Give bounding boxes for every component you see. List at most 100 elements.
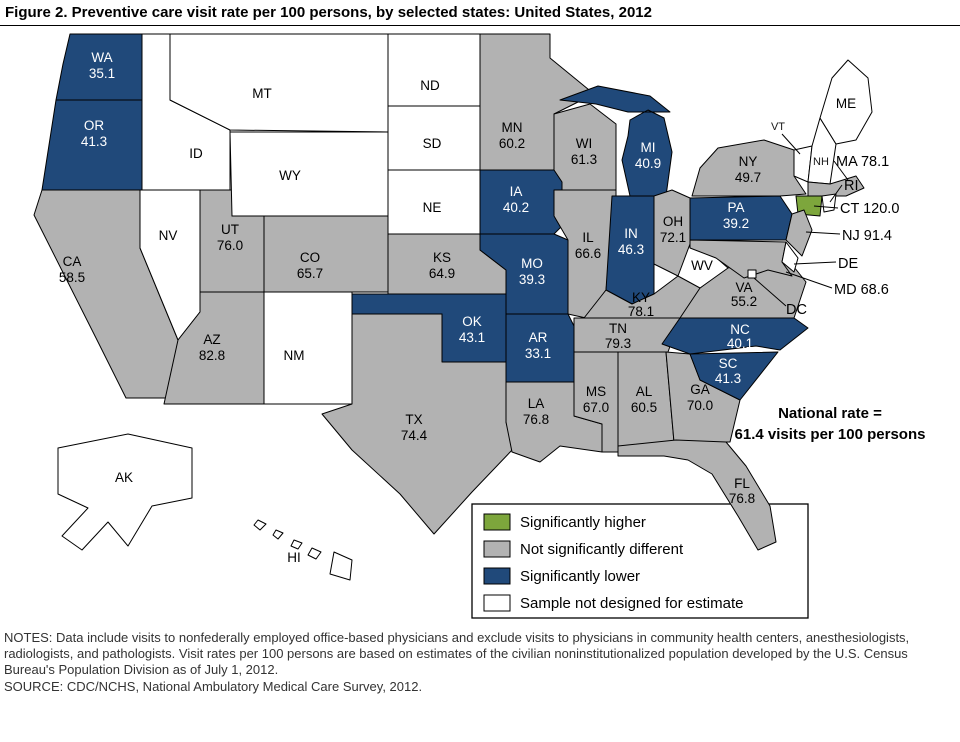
state-NH [807,117,837,185]
state-label-UT-abbr: UT [221,222,239,237]
state-label-FL-abbr: FL [734,476,750,491]
state-label-MO-value: 39.3 [519,272,545,287]
state-label-NE: NE [423,200,442,215]
state-label-CO-abbr: CO [300,250,320,265]
state-label-SC-value: 41.3 [715,371,741,386]
state-NC [661,317,809,355]
figure-footer: NOTES: Data include visits to nonfederal… [4,630,954,694]
state-label-ME: ME [836,96,856,111]
state-label-PA-value: 39.2 [723,216,749,231]
state-DE [781,241,799,273]
callout-labels: MA 78.1 RI CT 120.0 NJ 91.4 DE MD 68.6 D… [786,154,899,318]
state-label-ID: ID [189,146,203,161]
state-label-IN-value: 46.3 [618,242,644,257]
state-label-MI-abbr: MI [641,140,656,155]
state-label-SC-abbr: SC [719,356,738,371]
state-label-PA-abbr: PA [727,200,744,215]
state-label-TN-value: 79.3 [605,336,631,351]
state-label-IL-abbr: IL [582,230,594,245]
state-label-TX-abbr: TX [405,412,422,427]
callout-MA: MA 78.1 [836,154,889,170]
state-label-AR-value: 33.1 [525,346,551,361]
state-label-TN-abbr: TN [609,321,627,336]
state-label-OH-value: 72.1 [660,230,686,245]
state-label-CA-value: 58.5 [59,270,85,285]
callout-RI: RI [844,178,859,194]
state-ND [387,33,481,107]
callout-NJ: NJ 91.4 [842,228,892,244]
state-label-NY-value: 49.7 [735,170,761,185]
leader-NJ [805,231,841,235]
states-layer-overlay [617,439,777,551]
figure-source: SOURCE: CDC/NCHS, National Ambulatory Me… [4,678,423,694]
state-label-MN-value: 60.2 [499,136,525,151]
state-label-MN-abbr: MN [502,120,523,135]
state-label-AR-abbr: AR [529,330,548,345]
state-label-WI-abbr: WI [576,136,593,151]
state-DC [747,269,757,279]
state-labels: WA 35.1 OR 41.3 CA 58.5 NV ID MT WY UT 7… [59,50,856,565]
state-label-MS-value: 67.0 [583,400,609,415]
figure-notes: NOTES: Data include visits to nonfederal… [4,630,910,677]
state-label-IL-value: 66.6 [575,246,601,261]
state-label-OH-abbr: OH [663,214,683,229]
state-label-WV: WV [691,258,713,273]
state-label-VA-value: 55.2 [731,294,757,309]
state-label-TX-value: 74.4 [401,428,428,443]
state-NJ [785,209,813,257]
leader-CT [813,205,839,209]
state-CO [263,215,389,293]
state-label-VA-abbr: VA [735,280,752,295]
state-label-UT-value: 76.0 [217,238,243,253]
leader-VT [781,133,801,155]
legend: Significantly higher Not significantly d… [471,503,809,619]
state-label-ND: ND [420,78,440,93]
legend-swatch-lower [483,567,511,585]
state-HI [253,519,353,581]
state-label-KS-value: 64.9 [429,266,455,281]
state-label-AL-value: 60.5 [631,400,657,415]
state-label-IA-abbr: IA [510,184,523,199]
state-label-CO-value: 65.7 [297,266,323,281]
state-SC [689,351,779,401]
state-label-AL-abbr: AL [636,384,653,399]
state-label-KS-abbr: KS [433,250,451,265]
state-label-SD: SD [423,136,442,151]
state-label-VT: VT [771,121,785,133]
state-label-OR-abbr: OR [84,118,105,133]
state-label-LA-value: 76.8 [523,412,549,427]
state-label-MS-abbr: MS [586,384,606,399]
state-label-WY: WY [279,168,301,183]
state-label-CA-abbr: CA [63,254,82,269]
state-NM [263,291,353,405]
legend-label-not-different: Not significantly different [520,541,684,558]
state-ME [819,59,873,145]
state-label-OK-abbr: OK [462,314,482,329]
state-label-GA-value: 70.0 [687,398,713,413]
state-label-IA-value: 40.2 [503,200,529,215]
state-label-NH: NH [813,156,829,168]
states-layer [33,33,873,581]
legend-label-higher: Significantly higher [520,514,646,531]
state-label-OR-value: 41.3 [81,134,107,149]
state-label-NC-value: 40.1 [727,336,753,351]
state-label-HI: HI [287,550,301,565]
legend-swatch-no-estimate [483,594,511,612]
state-label-WI-value: 61.3 [571,152,597,167]
state-label-LA-abbr: LA [528,396,545,411]
state-label-KY-value: 78.1 [628,304,654,319]
state-label-AK: AK [115,470,133,485]
state-label-AZ-value: 82.8 [199,348,225,363]
state-label-NY-abbr: NY [739,154,758,169]
legend-swatch-not-different [483,540,511,558]
national-rate-line1: National rate = [778,405,882,422]
leader-MA [833,160,849,181]
state-label-NV: NV [159,228,178,243]
leader-DC [753,277,787,307]
leader-RI [829,184,843,203]
figure-title: Figure 2. Preventive care visit rate per… [0,0,960,26]
state-label-FL-value: 76.8 [729,491,755,506]
callout-CT: CT 120.0 [840,201,899,217]
legend-swatch-higher [483,513,511,531]
callout-leader-lines [753,133,849,307]
